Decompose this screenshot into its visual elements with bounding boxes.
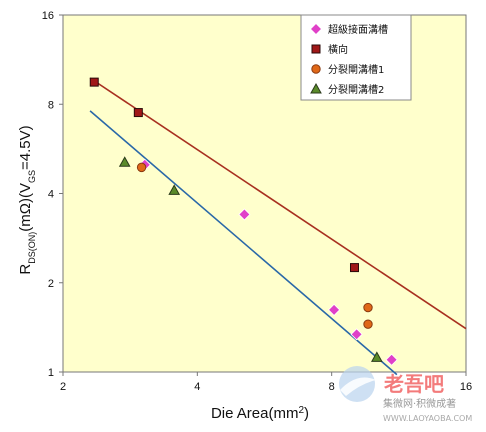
x-tick-label: 8 [329,381,335,393]
y-tick-label: 16 [42,10,54,22]
watermark: 老吾吧 集微网·积微成著 WWW.LAOYAOBA.COM [339,366,472,423]
y-axis-title: RDS(ON)(mΩ)(VGS=4.5V) [17,125,37,274]
data-point-circle [136,162,147,173]
watermark-line2: WWW.LAOYAOBA.COM [383,414,472,423]
data-point-triangle [370,351,383,362]
data-point-diamond [350,328,363,341]
y-tick-label: 2 [48,278,54,290]
legend-label: 橫向 [328,43,348,56]
x-tick-label: 16 [460,381,472,393]
data-point-square [89,77,99,87]
trendline [89,110,398,376]
data-point-diamond [328,303,341,316]
data-point-triangle [168,184,181,195]
legend-marker-square [311,44,321,54]
y-tick-label: 8 [48,99,54,111]
data-point-diamond [238,208,251,221]
legend-label: 分裂閘溝槽2 [328,83,384,96]
data-point-square [349,263,359,273]
legend-label: 分裂閘溝槽1 [328,63,384,76]
data-point-circle [363,302,373,313]
data-point-square [133,108,143,118]
y-tick-label: 1 [48,367,54,379]
x-tick-label: 2 [60,381,66,393]
watermark-logo-text: 老吾吧 [384,372,444,396]
legend-marker-diamond [309,22,323,36]
legend-marker-triangle [310,82,322,94]
x-axis-title: Die Area(mm2) [211,405,309,423]
legend-label: 超級接面溝槽 [328,23,388,36]
data-point-triangle [118,156,131,167]
data-point-circle [363,319,373,329]
watermark-swoosh-icon [340,377,376,396]
x-tick-label: 4 [194,381,200,393]
legend-marker-circle [311,64,321,74]
data-point-diamond [385,353,398,366]
y-tick-label: 4 [48,189,54,201]
watermark-line1: 集微网·积微成著 [383,397,456,410]
trendline [89,77,467,330]
